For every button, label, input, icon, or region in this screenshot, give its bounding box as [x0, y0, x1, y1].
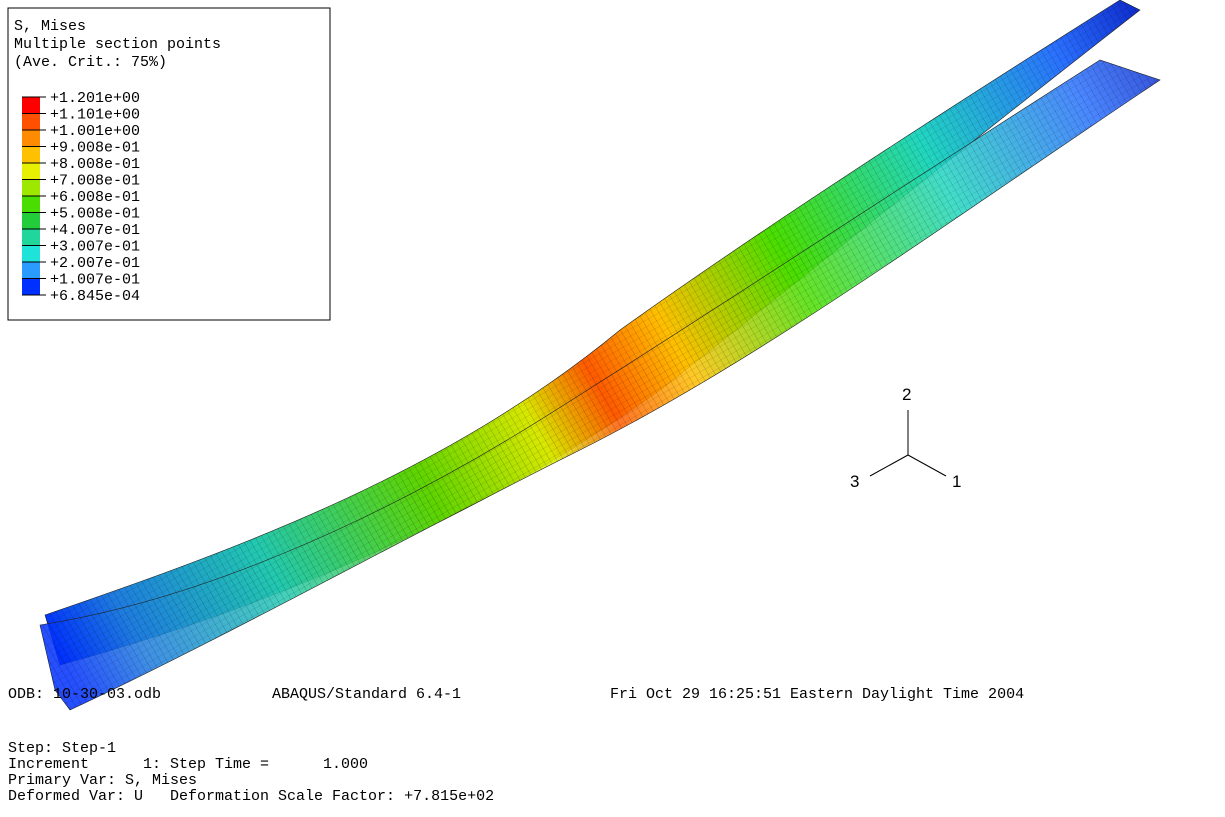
info-line: Primary Var: S, Mises: [8, 772, 197, 789]
legend-title: S, Mises: [14, 18, 86, 35]
info-line: Step: Step-1: [8, 740, 116, 757]
legend-value: +1.007e-01: [50, 272, 140, 289]
odb-name: ODB: 10-30-03.odb: [8, 686, 161, 703]
legend-value: +5.008e-01: [50, 206, 140, 223]
triad-axis: [907, 454, 947, 477]
beam-model: [39, 0, 1161, 711]
triad-axis: [869, 454, 909, 477]
legend-value: +6.845e-04: [50, 288, 140, 305]
color-band: [22, 212, 40, 229]
info-line: Deformed Var: U Deformation Scale Factor…: [8, 788, 494, 805]
color-band: [22, 146, 40, 163]
legend-value: +1.001e+00: [50, 123, 140, 140]
color-band: [22, 97, 40, 114]
beam-mesh: [45, 0, 1140, 665]
legend-frame: [7, 7, 331, 321]
legend-value: +1.101e+00: [50, 107, 140, 124]
legend-value: +7.008e-01: [50, 173, 140, 190]
legend-value: +1.201e+00: [50, 90, 140, 107]
legend-value: +4.007e-01: [50, 222, 140, 239]
legend-value: +2.007e-01: [50, 255, 140, 272]
color-band: [22, 262, 40, 279]
solver: ABAQUS/Standard 6.4-1: [272, 686, 461, 703]
color-band: [22, 179, 40, 196]
color-band: [22, 163, 40, 180]
axis-triad: 2 3 1: [850, 385, 961, 491]
info-line: Increment 1: Step Time = 1.000: [8, 756, 368, 773]
legend-value: +6.008e-01: [50, 189, 140, 206]
legend-title: Multiple section points: [14, 36, 221, 53]
color-band: [22, 130, 40, 147]
legend-value: +8.008e-01: [50, 156, 140, 173]
color-band: [22, 196, 40, 213]
legend-value: +3.007e-01: [50, 239, 140, 256]
timestamp: Fri Oct 29 16:25:51 Eastern Daylight Tim…: [610, 686, 1024, 703]
triad-label: 2: [902, 385, 911, 404]
color-band: [22, 245, 40, 262]
color-band: [22, 229, 40, 246]
beam-mesh: [40, 60, 1160, 710]
legend-title: (Ave. Crit.: 75%): [14, 54, 167, 71]
triad-label: 1: [952, 472, 961, 491]
legend-value: +9.008e-01: [50, 140, 140, 157]
color-band: [22, 278, 40, 295]
color-band: [22, 113, 40, 130]
footer: ODB: 10-30-03.odb ABAQUS/Standard 6.4-1 …: [8, 686, 1024, 703]
triad-label: 3: [850, 472, 859, 491]
